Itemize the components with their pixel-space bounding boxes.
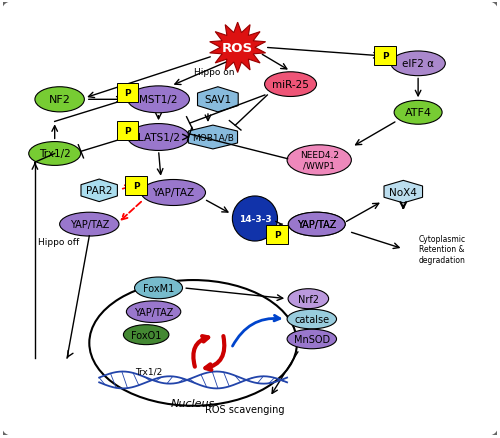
Ellipse shape [287,145,352,176]
Text: Nrf2: Nrf2 [298,294,319,304]
Ellipse shape [28,142,80,166]
Text: Trx1/2: Trx1/2 [135,367,162,376]
Text: MST1/2: MST1/2 [140,95,178,105]
Ellipse shape [287,329,337,349]
Text: SAV1: SAV1 [204,95,232,105]
Text: Hippo on: Hippo on [194,67,234,77]
Text: NEED4.2
/WWP1: NEED4.2 /WWP1 [300,151,339,170]
Ellipse shape [288,213,345,237]
Ellipse shape [288,213,345,237]
Text: Hippo off: Hippo off [38,237,80,246]
Text: P: P [133,181,140,190]
Text: Nucleus: Nucleus [171,398,216,408]
Text: ATF4: ATF4 [404,108,431,118]
FancyBboxPatch shape [126,176,147,195]
Text: NF2: NF2 [48,95,70,105]
Text: YAP/TAZ: YAP/TAZ [70,219,109,230]
Polygon shape [81,180,118,202]
FancyBboxPatch shape [116,84,138,103]
Text: YAP/TAZ: YAP/TAZ [297,219,337,230]
Text: MnSOD: MnSOD [294,334,330,344]
Text: ROS scavenging: ROS scavenging [206,404,285,414]
Text: FoxM1: FoxM1 [143,283,174,293]
Text: PAR2: PAR2 [86,186,113,196]
Ellipse shape [128,124,190,151]
Ellipse shape [90,280,297,406]
Text: FoxO1: FoxO1 [131,330,162,340]
Text: YAP/TAZ: YAP/TAZ [134,307,173,317]
Text: LATS1/2: LATS1/2 [138,133,179,143]
Ellipse shape [141,180,206,206]
Text: P: P [274,230,280,239]
Text: Cytoplasmic
Retention &
degradation: Cytoplasmic Retention & degradation [418,234,466,264]
FancyBboxPatch shape [374,47,396,66]
Ellipse shape [128,87,190,113]
Text: YAP/TAZ: YAP/TAZ [297,219,337,230]
Ellipse shape [287,310,337,329]
Ellipse shape [124,325,169,345]
Text: catalse: catalse [294,314,330,324]
Ellipse shape [232,197,278,241]
FancyBboxPatch shape [116,122,138,141]
Text: ROS: ROS [222,42,253,55]
Text: Trx1/2: Trx1/2 [39,149,70,159]
Text: NoX4: NoX4 [390,187,417,197]
Polygon shape [188,126,238,150]
Text: YAP/TAZ: YAP/TAZ [152,188,194,198]
FancyBboxPatch shape [266,225,288,244]
Ellipse shape [394,101,442,125]
Text: miR-25: miR-25 [272,80,309,90]
Ellipse shape [134,277,182,299]
Polygon shape [384,181,422,203]
Text: P: P [124,127,130,136]
Ellipse shape [60,213,119,237]
Ellipse shape [35,88,84,113]
Ellipse shape [391,52,446,77]
Ellipse shape [288,289,329,309]
Text: P: P [382,52,388,61]
Polygon shape [198,88,238,113]
Text: eIF2 α: eIF2 α [402,59,434,69]
Text: 14-3-3: 14-3-3 [238,215,272,223]
Text: MOB1A/B: MOB1A/B [192,133,234,142]
Polygon shape [210,23,266,73]
Text: P: P [124,89,130,98]
Ellipse shape [264,73,316,97]
Ellipse shape [126,301,181,323]
